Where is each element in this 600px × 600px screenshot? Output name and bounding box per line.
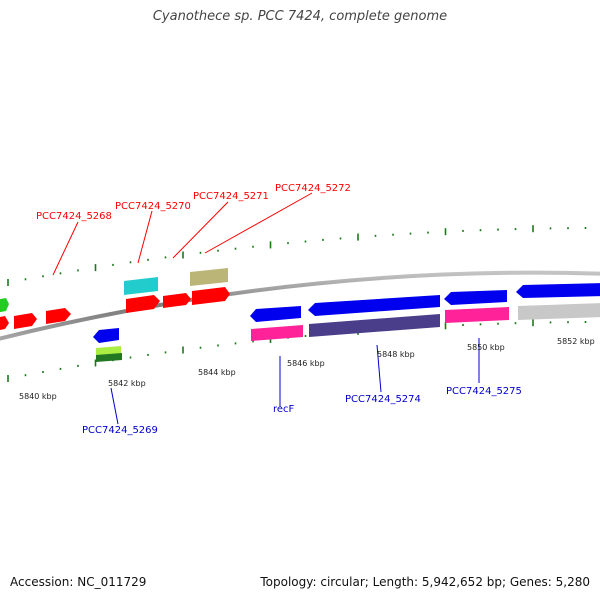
gene-label-PCC7424_5271[interactable]: PCC7424_5271 — [193, 191, 269, 202]
gene-arrow[interactable] — [308, 295, 440, 316]
gene-arrow[interactable] — [192, 287, 230, 305]
gene-label-PCC7424_5268[interactable]: PCC7424_5268 — [36, 211, 112, 222]
gene-arrow[interactable] — [14, 313, 37, 329]
gene-arrow[interactable] — [126, 295, 160, 313]
forward-strand-genes — [0, 268, 600, 331]
gene-arrow[interactable] — [93, 328, 119, 343]
gene-label-PCC7424_5272[interactable]: PCC7424_5272 — [275, 183, 351, 194]
gc-skew-outer-ticks — [7, 225, 587, 286]
gene-arrow[interactable] — [46, 308, 71, 324]
gene-arrow[interactable] — [190, 268, 228, 286]
tick-label-5850: 5850 kbp — [467, 343, 505, 352]
tick-label-5844: 5844 kbp — [198, 368, 236, 377]
tick-label-5840: 5840 kbp — [19, 392, 57, 401]
reverse-leader-lines — [110, 338, 480, 425]
gene-arrow[interactable] — [0, 298, 9, 313]
topology-text: Topology: circular; Length: 5,942,652 bp… — [260, 575, 590, 589]
gene-arrow[interactable] — [96, 346, 121, 356]
gene-arrow[interactable] — [516, 283, 600, 298]
gene-label-PCC7424_5275[interactable]: PCC7424_5275 — [446, 386, 522, 397]
gene-arrow[interactable] — [96, 353, 122, 362]
tick-label-5852: 5852 kbp — [557, 337, 595, 346]
gene-arrow[interactable] — [518, 303, 600, 320]
gene-label-PCC7424_5270[interactable]: PCC7424_5270 — [115, 201, 191, 212]
gene-arrow[interactable] — [124, 277, 158, 295]
gene-arrow[interactable] — [309, 314, 440, 337]
gene-arrow[interactable] — [445, 307, 509, 323]
tick-label-5842: 5842 kbp — [108, 379, 146, 388]
map-title: Cyanothece sp. PCC 7424, complete genome — [152, 9, 448, 24]
gene-arrow[interactable] — [444, 290, 507, 305]
gene-arrow[interactable] — [251, 325, 303, 341]
accession-text: Accession: NC_011729 — [10, 575, 147, 589]
gene-label-PCC7424_5274[interactable]: PCC7424_5274 — [345, 394, 421, 405]
tick-label-5846: 5846 kbp — [287, 359, 325, 368]
forward-leader-lines — [52, 192, 313, 276]
gene-arrow[interactable] — [250, 306, 301, 322]
gene-arrow[interactable] — [0, 316, 9, 331]
genome-backbone — [0, 270, 600, 341]
gene-arrow[interactable] — [163, 293, 191, 308]
tick-label-5848: 5848 kbp — [377, 350, 415, 359]
gene-label-PCC7424_5269[interactable]: PCC7424_5269 — [82, 425, 158, 436]
gene-label-recF[interactable]: recF — [273, 404, 295, 415]
reverse-strand-genes — [93, 303, 600, 362]
